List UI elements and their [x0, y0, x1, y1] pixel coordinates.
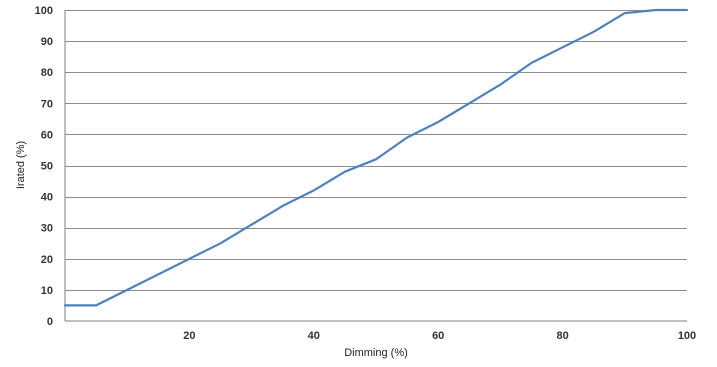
y-tick-label: 70: [41, 98, 53, 110]
x-axis-title: Dimming (%): [344, 347, 408, 359]
y-tick-label: 40: [41, 192, 53, 204]
x-tick-labels: 20 40 60 80 100: [183, 330, 696, 342]
y-tick-label: 10: [41, 285, 53, 297]
x-tick-label: 40: [308, 330, 320, 342]
x-tick-label: 100: [678, 330, 696, 342]
y-tick-label: 90: [41, 36, 53, 48]
y-tick-label: 50: [41, 161, 53, 173]
y-tick-label: 80: [41, 67, 53, 79]
y-tick-label: 30: [41, 223, 53, 235]
y-tick-label: 0: [47, 316, 53, 328]
series-line-irated: [63, 8, 689, 307]
x-tick-label: 20: [183, 330, 195, 342]
x-tick-label: 80: [556, 330, 568, 342]
y-tick-label: 20: [41, 254, 53, 266]
y-axis-title: Irated (%): [15, 141, 27, 189]
x-tick-label: 60: [432, 330, 444, 342]
axes: [64, 10, 687, 322]
gridlines: [65, 10, 687, 291]
y-tick-label: 100: [35, 5, 53, 17]
y-tick-label: 60: [41, 129, 53, 141]
y-tick-labels: 0 10 20 30 40 50 60 70 80 90 100: [35, 5, 53, 328]
